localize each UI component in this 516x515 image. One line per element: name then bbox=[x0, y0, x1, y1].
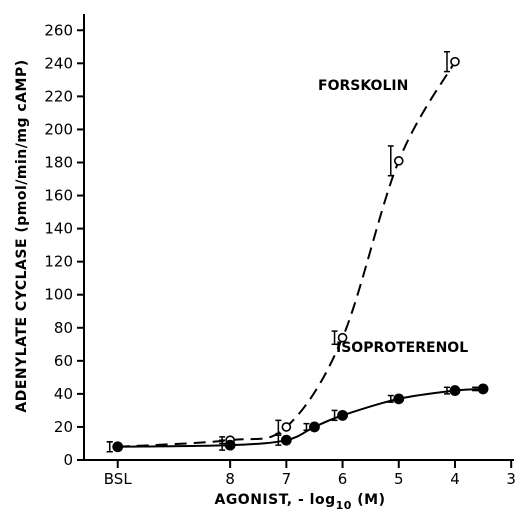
isoproterenol-errorbar bbox=[219, 439, 226, 451]
forskolin-errorbar bbox=[387, 145, 394, 177]
isoproterenol-errorbar bbox=[275, 434, 282, 446]
isoproterenol-point bbox=[224, 439, 236, 451]
y-ticks: 0 20 40 60 80 100 120 140 160 180 200 220 240 260 bbox=[44, 21, 84, 469]
isoproterenol-point bbox=[393, 393, 405, 405]
y-tick-label: 0 bbox=[63, 451, 73, 469]
x-tick-label: 5 bbox=[394, 470, 404, 488]
y-axis-title: ADENYLATE CYCLASE (pmol/min/mg cAMP) bbox=[14, 59, 30, 412]
forskolin-point bbox=[337, 332, 348, 343]
y-tick-label: 40 bbox=[54, 385, 73, 403]
y-tick-label: 60 bbox=[54, 352, 73, 370]
y-tick-label: 160 bbox=[44, 187, 73, 205]
forskolin-point bbox=[450, 56, 460, 67]
x-tick-label: 4 bbox=[450, 470, 460, 488]
x-axis-title: AGONIST, - log10 (M) bbox=[214, 492, 385, 512]
x-tick-label: 6 bbox=[338, 470, 348, 488]
isoproterenol-point bbox=[449, 385, 461, 396]
y-tick-label: 200 bbox=[44, 120, 73, 138]
y-tick-label: 120 bbox=[44, 253, 73, 271]
forskolin-errorbar bbox=[443, 51, 450, 73]
y-tick-label: 80 bbox=[54, 319, 73, 337]
y-tick-label: 240 bbox=[44, 54, 73, 72]
isoproterenol-errorbar bbox=[303, 422, 310, 431]
y-tick-label: 260 bbox=[44, 21, 73, 39]
points bbox=[106, 51, 489, 453]
forskolin-point bbox=[393, 156, 404, 166]
isoproterenol-point bbox=[477, 383, 489, 395]
isoproterenol-errorbar bbox=[472, 386, 479, 392]
isoproterenol-curve bbox=[117, 387, 484, 448]
isoproterenol-errorbar bbox=[443, 386, 450, 395]
series-label-isoproterenol: ISOPROTERENOL bbox=[336, 340, 468, 356]
forskolin-errorbar bbox=[331, 330, 338, 346]
x-tick-label: 7 bbox=[282, 470, 292, 488]
axes bbox=[83, 14, 514, 461]
forskolin-point bbox=[281, 422, 292, 432]
x-axis-title-subscript: 10 bbox=[336, 499, 352, 512]
isoproterenol-point bbox=[309, 421, 320, 433]
series-label-forskolin: FORSKOLIN bbox=[318, 78, 408, 94]
isoproterenol-errorbar bbox=[106, 441, 113, 453]
y-tick-label: 140 bbox=[44, 220, 73, 238]
forskolin-errorbar bbox=[275, 419, 282, 435]
y-tick-label: 180 bbox=[44, 153, 73, 171]
isoproterenol-point bbox=[112, 441, 124, 453]
x-tick-label: 3 bbox=[506, 470, 516, 488]
isoproterenol-point bbox=[337, 409, 348, 421]
y-tick-label: 220 bbox=[44, 87, 73, 105]
x-tick-label: BSL bbox=[104, 470, 133, 488]
curves bbox=[117, 61, 484, 448]
x-axis-title-unit: (M) bbox=[352, 492, 386, 508]
isoproterenol-point bbox=[280, 434, 292, 446]
isoproterenol-errorbar bbox=[387, 394, 394, 403]
forskolin-curve bbox=[117, 61, 456, 448]
x-ticks: BSL 8 7 6 5 4 3 bbox=[104, 460, 516, 488]
x-axis-title-main: AGONIST, - log bbox=[214, 492, 335, 508]
y-tick-label: 20 bbox=[54, 418, 73, 436]
y-tick-label: 100 bbox=[44, 286, 73, 304]
isoproterenol-errorbar bbox=[331, 409, 338, 422]
x-tick-label: 8 bbox=[225, 470, 235, 488]
